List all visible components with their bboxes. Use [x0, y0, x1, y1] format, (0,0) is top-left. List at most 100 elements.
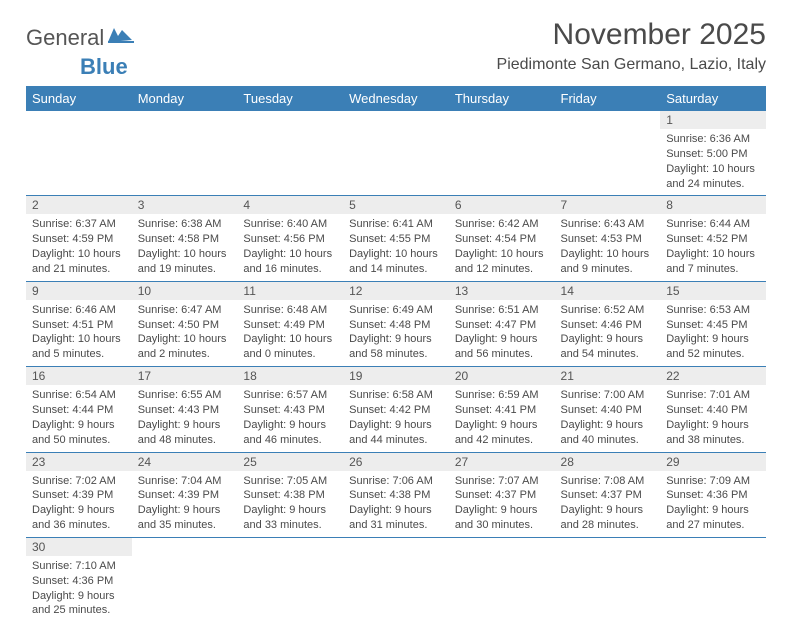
calendar-cell: 8Sunrise: 6:44 AMSunset: 4:52 PMDaylight…	[660, 196, 766, 281]
daylight-text-2: and 44 minutes.	[349, 433, 443, 448]
daylight-text-1: Daylight: 9 hours	[349, 503, 443, 518]
daylight-text-2: and 58 minutes.	[349, 347, 443, 362]
daylight-text-1: Daylight: 10 hours	[138, 247, 232, 262]
day-number: 21	[555, 367, 661, 385]
sunset-text: Sunset: 4:59 PM	[32, 232, 126, 247]
sunset-text: Sunset: 4:53 PM	[561, 232, 655, 247]
day-number: 29	[660, 453, 766, 471]
calendar-cell: 24Sunrise: 7:04 AMSunset: 4:39 PMDayligh…	[132, 452, 238, 537]
daylight-text-2: and 36 minutes.	[32, 518, 126, 533]
col-saturday: Saturday	[660, 86, 766, 111]
calendar-cell: 22Sunrise: 7:01 AMSunset: 4:40 PMDayligh…	[660, 367, 766, 452]
sunset-text: Sunset: 4:38 PM	[243, 488, 337, 503]
col-wednesday: Wednesday	[343, 86, 449, 111]
day-details: Sunrise: 7:10 AMSunset: 4:36 PMDaylight:…	[26, 556, 132, 622]
calendar-cell: 26Sunrise: 7:06 AMSunset: 4:38 PMDayligh…	[343, 452, 449, 537]
calendar-cell: 16Sunrise: 6:54 AMSunset: 4:44 PMDayligh…	[26, 367, 132, 452]
calendar-cell: 29Sunrise: 7:09 AMSunset: 4:36 PMDayligh…	[660, 452, 766, 537]
calendar-cell: 15Sunrise: 6:53 AMSunset: 4:45 PMDayligh…	[660, 281, 766, 366]
daylight-text-1: Daylight: 9 hours	[243, 418, 337, 433]
sunset-text: Sunset: 4:38 PM	[349, 488, 443, 503]
sunset-text: Sunset: 4:55 PM	[349, 232, 443, 247]
daylight-text-2: and 16 minutes.	[243, 262, 337, 277]
daylight-text-1: Daylight: 9 hours	[138, 418, 232, 433]
daylight-text-1: Daylight: 9 hours	[138, 503, 232, 518]
calendar-cell: 17Sunrise: 6:55 AMSunset: 4:43 PMDayligh…	[132, 367, 238, 452]
daylight-text-2: and 5 minutes.	[32, 347, 126, 362]
col-thursday: Thursday	[449, 86, 555, 111]
calendar-cell	[132, 537, 238, 622]
day-details: Sunrise: 6:36 AMSunset: 5:00 PMDaylight:…	[660, 129, 766, 195]
calendar-row: 2Sunrise: 6:37 AMSunset: 4:59 PMDaylight…	[26, 196, 766, 281]
sunrise-text: Sunrise: 6:38 AM	[138, 217, 232, 232]
logo-text-1: General	[26, 25, 104, 51]
daylight-text-1: Daylight: 9 hours	[666, 332, 760, 347]
calendar-cell: 9Sunrise: 6:46 AMSunset: 4:51 PMDaylight…	[26, 281, 132, 366]
day-number: 13	[449, 282, 555, 300]
calendar-cell	[132, 111, 238, 196]
calendar-cell	[449, 111, 555, 196]
day-details: Sunrise: 7:09 AMSunset: 4:36 PMDaylight:…	[660, 471, 766, 537]
day-details: Sunrise: 7:08 AMSunset: 4:37 PMDaylight:…	[555, 471, 661, 537]
day-number: 20	[449, 367, 555, 385]
page: General November 2025 Piedimonte San Ger…	[0, 0, 792, 640]
sunset-text: Sunset: 4:50 PM	[138, 318, 232, 333]
daylight-text-1: Daylight: 9 hours	[455, 418, 549, 433]
sunset-text: Sunset: 4:49 PM	[243, 318, 337, 333]
day-number: 16	[26, 367, 132, 385]
sunset-text: Sunset: 4:37 PM	[561, 488, 655, 503]
calendar-row: 23Sunrise: 7:02 AMSunset: 4:39 PMDayligh…	[26, 452, 766, 537]
col-tuesday: Tuesday	[237, 86, 343, 111]
sunrise-text: Sunrise: 7:07 AM	[455, 474, 549, 489]
daylight-text-1: Daylight: 9 hours	[243, 503, 337, 518]
daylight-text-2: and 12 minutes.	[455, 262, 549, 277]
calendar-cell: 30Sunrise: 7:10 AMSunset: 4:36 PMDayligh…	[26, 537, 132, 622]
sunset-text: Sunset: 4:43 PM	[243, 403, 337, 418]
sunrise-text: Sunrise: 7:05 AM	[243, 474, 337, 489]
day-number: 4	[237, 196, 343, 214]
day-number: 12	[343, 282, 449, 300]
daylight-text-1: Daylight: 10 hours	[455, 247, 549, 262]
daylight-text-2: and 24 minutes.	[666, 177, 760, 192]
daylight-text-1: Daylight: 10 hours	[32, 332, 126, 347]
sunrise-text: Sunrise: 6:44 AM	[666, 217, 760, 232]
day-number: 3	[132, 196, 238, 214]
flag-icon	[108, 24, 136, 50]
daylight-text-2: and 38 minutes.	[666, 433, 760, 448]
day-details: Sunrise: 6:40 AMSunset: 4:56 PMDaylight:…	[237, 214, 343, 280]
daylight-text-2: and 56 minutes.	[455, 347, 549, 362]
sunset-text: Sunset: 4:51 PM	[32, 318, 126, 333]
day-number: 2	[26, 196, 132, 214]
calendar-cell: 27Sunrise: 7:07 AMSunset: 4:37 PMDayligh…	[449, 452, 555, 537]
calendar-row: 30Sunrise: 7:10 AMSunset: 4:36 PMDayligh…	[26, 537, 766, 622]
day-details: Sunrise: 6:38 AMSunset: 4:58 PMDaylight:…	[132, 214, 238, 280]
day-number: 26	[343, 453, 449, 471]
day-details: Sunrise: 7:02 AMSunset: 4:39 PMDaylight:…	[26, 471, 132, 537]
daylight-text-2: and 40 minutes.	[561, 433, 655, 448]
sunset-text: Sunset: 4:36 PM	[32, 574, 126, 589]
calendar-cell	[660, 537, 766, 622]
day-number: 24	[132, 453, 238, 471]
sunrise-text: Sunrise: 6:57 AM	[243, 388, 337, 403]
daylight-text-1: Daylight: 9 hours	[455, 503, 549, 518]
sunset-text: Sunset: 4:42 PM	[349, 403, 443, 418]
calendar-cell: 1Sunrise: 6:36 AMSunset: 5:00 PMDaylight…	[660, 111, 766, 196]
daylight-text-2: and 50 minutes.	[32, 433, 126, 448]
day-number: 25	[237, 453, 343, 471]
day-number: 22	[660, 367, 766, 385]
sunrise-text: Sunrise: 7:08 AM	[561, 474, 655, 489]
sunrise-text: Sunrise: 6:49 AM	[349, 303, 443, 318]
calendar-cell: 14Sunrise: 6:52 AMSunset: 4:46 PMDayligh…	[555, 281, 661, 366]
day-number: 1	[660, 111, 766, 129]
daylight-text-1: Daylight: 9 hours	[455, 332, 549, 347]
sunset-text: Sunset: 4:45 PM	[666, 318, 760, 333]
calendar-cell	[237, 537, 343, 622]
sunrise-text: Sunrise: 6:48 AM	[243, 303, 337, 318]
day-details: Sunrise: 6:55 AMSunset: 4:43 PMDaylight:…	[132, 385, 238, 451]
daylight-text-1: Daylight: 9 hours	[561, 332, 655, 347]
sunset-text: Sunset: 4:56 PM	[243, 232, 337, 247]
daylight-text-2: and 14 minutes.	[349, 262, 443, 277]
calendar-cell: 4Sunrise: 6:40 AMSunset: 4:56 PMDaylight…	[237, 196, 343, 281]
day-number: 11	[237, 282, 343, 300]
calendar-cell: 11Sunrise: 6:48 AMSunset: 4:49 PMDayligh…	[237, 281, 343, 366]
